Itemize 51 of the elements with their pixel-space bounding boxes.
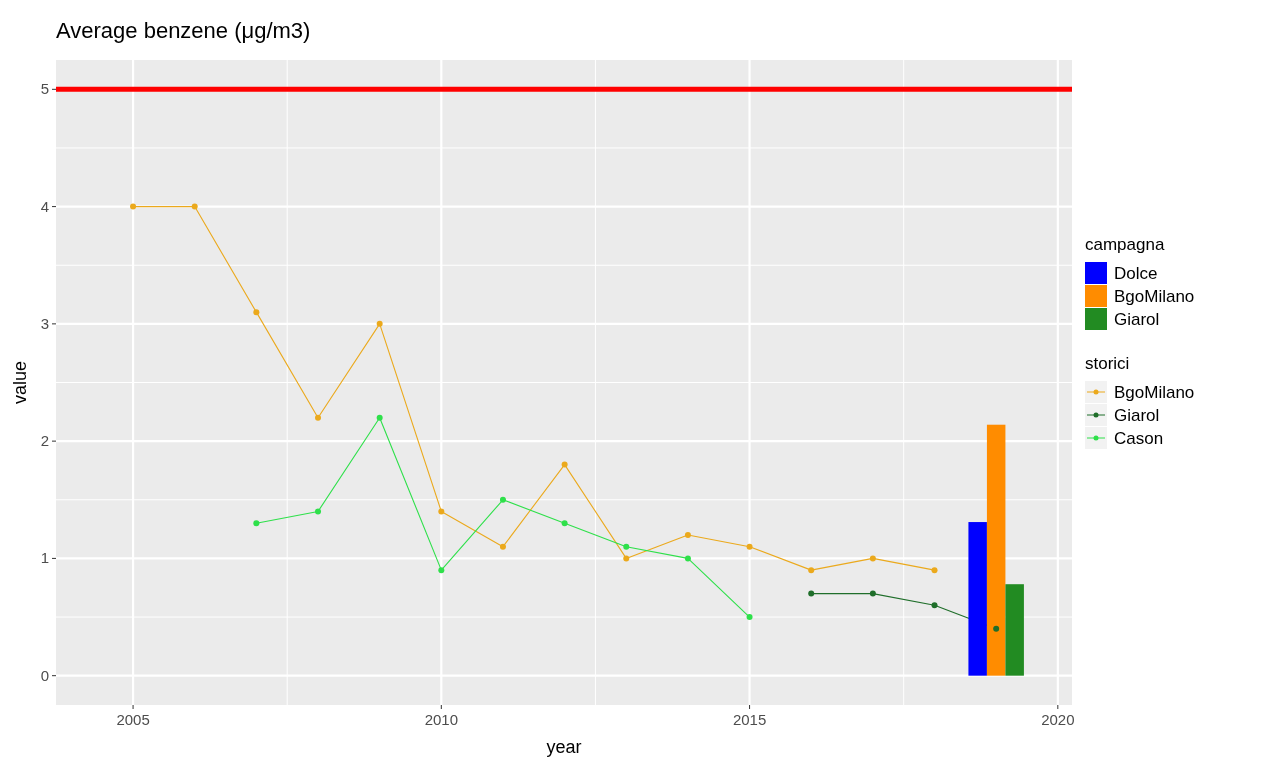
bar	[968, 522, 987, 676]
legend-label: BgoMilano	[1114, 383, 1195, 402]
point	[684, 555, 691, 562]
point	[561, 520, 568, 527]
point	[931, 602, 938, 609]
point	[376, 414, 383, 421]
y-tick-label: 1	[40, 549, 49, 567]
point	[438, 567, 445, 574]
point	[931, 567, 938, 574]
point	[561, 461, 568, 468]
point	[993, 625, 1000, 632]
legend-label: Giarol	[1114, 406, 1160, 425]
point	[746, 614, 753, 621]
x-tick-label: 2015	[732, 711, 767, 728]
point	[869, 555, 876, 562]
point	[499, 543, 506, 550]
point	[684, 531, 691, 538]
y-axis-title: value	[10, 360, 30, 405]
text: storici	[1085, 354, 1130, 373]
point	[253, 309, 260, 316]
x-axis-title: year	[546, 737, 582, 757]
text: campagna	[1085, 235, 1165, 254]
legend-label: Dolce	[1114, 264, 1158, 283]
y-tick-label: 3	[40, 314, 49, 332]
point	[130, 203, 137, 210]
point	[746, 543, 753, 550]
legend-label: Giarol	[1114, 310, 1160, 329]
point	[191, 203, 198, 210]
point	[253, 520, 260, 527]
point	[869, 590, 876, 597]
chart-title: Average benzene (μg/m3)	[56, 18, 311, 43]
point	[376, 320, 383, 327]
point	[808, 590, 815, 597]
point	[499, 496, 506, 503]
point	[623, 555, 630, 562]
x-tick-label: 2005	[116, 711, 150, 728]
point	[808, 567, 815, 574]
y-tick-label: 5	[40, 80, 49, 98]
y-tick-label: 2	[40, 432, 49, 450]
y-tick-label: 0	[40, 666, 49, 684]
legend-label: BgoMilano	[1114, 287, 1195, 306]
x-tick-label: 2010	[424, 711, 458, 728]
point	[623, 543, 630, 550]
point	[315, 414, 322, 421]
point	[315, 508, 322, 515]
legend-label: Cason	[1114, 429, 1164, 448]
y-tick-label: 4	[40, 197, 49, 215]
point	[438, 508, 445, 515]
bar	[986, 424, 1006, 676]
bar	[1005, 584, 1024, 676]
x-tick-label: 2020	[1041, 711, 1075, 728]
